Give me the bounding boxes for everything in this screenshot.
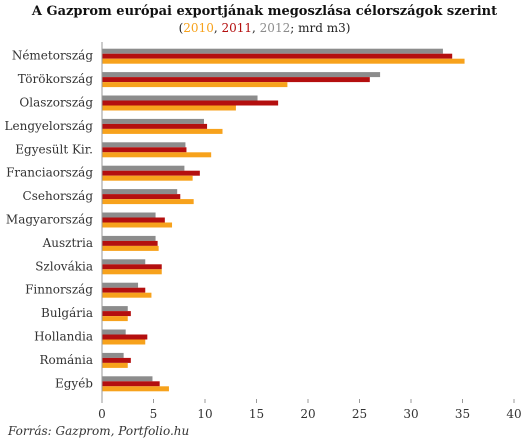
category-label: Németország xyxy=(12,49,94,63)
bar-2010 xyxy=(102,95,258,101)
bar-2010 xyxy=(102,142,186,148)
bar-2011 xyxy=(102,381,160,387)
category-label: Hollandia xyxy=(34,330,93,344)
category-label: Szlovákia xyxy=(35,259,93,273)
x-tick-label: 0 xyxy=(98,407,106,421)
bar-2011 xyxy=(102,311,131,317)
bar-2012 xyxy=(102,292,152,298)
chart-title: A Gazprom európai exportjának megoszlása… xyxy=(31,4,498,19)
bar-2010 xyxy=(102,212,156,218)
category-label: Egyéb xyxy=(55,376,93,390)
bar-2010 xyxy=(102,189,178,195)
x-tick-label: 40 xyxy=(506,407,521,421)
bar-2012 xyxy=(102,128,223,134)
bar-2012 xyxy=(102,105,236,111)
subtitle-sep-2: , xyxy=(252,21,260,35)
bar-2011 xyxy=(102,217,165,223)
category-label: Egyesült Kir. xyxy=(15,142,93,156)
bar-2011 xyxy=(102,100,279,106)
bar-2010 xyxy=(102,282,139,288)
bar-2012 xyxy=(102,339,146,345)
bar-2011 xyxy=(102,147,187,153)
bar-2010 xyxy=(102,48,443,54)
bar-2011 xyxy=(102,170,200,176)
bar-2010 xyxy=(102,329,126,335)
bar-2012 xyxy=(102,386,169,392)
chart-subtitle: (2010, 2011, 2012; mrd m3) xyxy=(0,21,529,35)
bar-2010 xyxy=(102,118,204,124)
bar-2011 xyxy=(102,77,370,83)
source-note: Forrás: Gazprom, Portfolio.hu xyxy=(8,424,190,438)
category-label: Törökország xyxy=(18,72,94,86)
bar-2011 xyxy=(102,264,162,270)
bar-2012 xyxy=(102,222,173,228)
bar-2010 xyxy=(102,235,156,241)
subtitle-open: ( xyxy=(178,21,184,35)
bar-2011 xyxy=(102,123,208,129)
subtitle-year-2011: 2011 xyxy=(221,21,253,35)
category-label: Csehország xyxy=(23,189,94,203)
x-tick-label: 10 xyxy=(197,407,212,421)
subtitle-year-2010: 2010 xyxy=(183,21,214,35)
bar-2010 xyxy=(102,306,128,312)
bar-2012 xyxy=(102,316,128,322)
bar-2010 xyxy=(102,352,124,358)
bar-2012 xyxy=(102,175,193,181)
bar-2012 xyxy=(102,362,128,368)
bar-2012 xyxy=(102,245,159,251)
subtitle-year-2012: 2012 xyxy=(259,21,291,35)
bar-2010 xyxy=(102,376,153,382)
x-tick-label: 35 xyxy=(455,407,470,421)
x-tick-label: 30 xyxy=(403,407,418,421)
bar-2012 xyxy=(102,58,465,64)
bar-2011 xyxy=(102,287,146,293)
category-label: Románia xyxy=(39,353,93,367)
bar-2012 xyxy=(102,199,194,205)
bar-2012 xyxy=(102,152,212,158)
category-label: Olaszország xyxy=(19,96,93,110)
bar-2010 xyxy=(102,165,185,171)
bar-2011 xyxy=(102,357,131,363)
bar-2011 xyxy=(102,194,181,200)
subtitle-rest: ; mrd m3) xyxy=(290,21,351,35)
category-label: Franciaország xyxy=(6,166,93,180)
bar-2011 xyxy=(102,53,453,59)
x-tick-label: 15 xyxy=(249,407,264,421)
x-tick-label: 20 xyxy=(300,407,315,421)
bar-2010 xyxy=(102,259,146,265)
bar-2011 xyxy=(102,240,158,246)
bar-2012 xyxy=(102,269,162,275)
category-label: Finnország xyxy=(25,283,93,297)
x-tick-label: 25 xyxy=(352,407,367,421)
x-tick-label: 5 xyxy=(150,407,158,421)
category-label: Bulgária xyxy=(41,306,93,320)
bar-2011 xyxy=(102,334,148,340)
category-label: Ausztria xyxy=(42,236,93,250)
bar-2010 xyxy=(102,72,381,78)
subtitle-sep-1: , xyxy=(213,21,222,35)
category-label: Lengyelország xyxy=(5,119,94,133)
bar-2012 xyxy=(102,82,288,88)
category-label: Magyarország xyxy=(6,213,93,227)
